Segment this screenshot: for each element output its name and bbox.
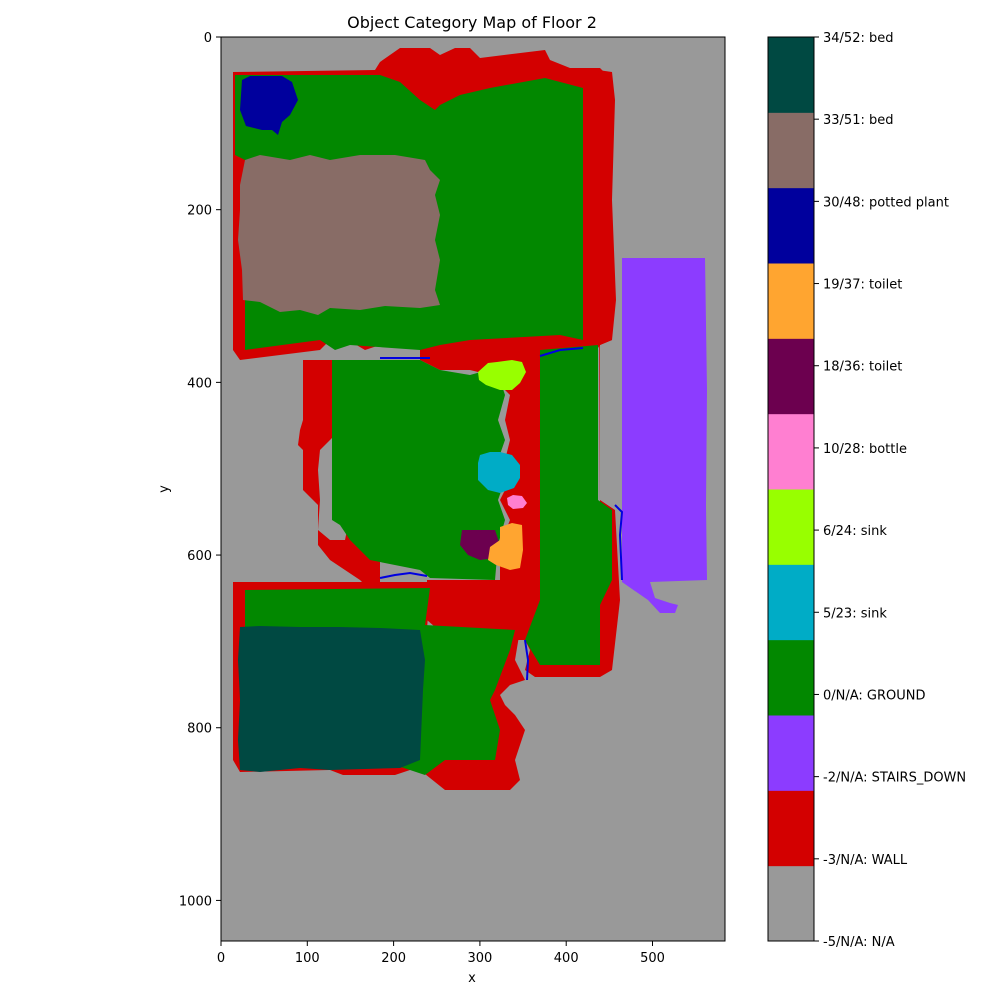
y-tick-label: 600 [187,549,212,564]
bottle-region [507,495,527,509]
object-regions [238,76,707,772]
y-axis: 0 200 400 600 800 1000 [179,31,221,909]
colorbar-label: -3/N/A: WALL [823,853,908,868]
x-tick-label: 0 [217,951,225,966]
ground-region-hall [525,345,612,665]
x-tick-label: 200 [381,951,406,966]
colorbar-swatch [768,338,814,415]
colorbar: -5/N/A: N/A -3/N/A: WALL -2/N/A: STAIRS_DO… [767,31,966,950]
y-tick-label: 200 [187,204,212,219]
door-trace-mid [379,571,428,579]
colorbar-label: -5/N/A: N/A [823,935,895,950]
door-traces [379,347,624,681]
y-tick-label: 1000 [179,894,212,909]
colorbar-swatch [768,790,814,867]
colorbar-label: 10/28: bottle [823,442,907,457]
colorbar-label: 30/48: potted plant [823,195,949,210]
plot-area [220,36,726,942]
door-trace-top [380,347,584,359]
bed-51-region [238,155,440,315]
x-axis-label: x [468,971,476,986]
wall-region-right-column [525,70,620,677]
colorbar-frame [767,36,815,942]
y-tick-label: 0 [204,31,212,46]
colorbar-label: 0/N/A: GROUND [823,688,926,703]
colorbar-swatch [768,413,814,490]
colorbar-label: 5/23: sink [823,606,887,621]
chart-title: Object Category Map of Floor 2 [347,13,597,32]
x-tick-label: 100 [295,951,320,966]
colorbar-label: -2/N/A: STAIRS_DOWN [823,771,966,786]
colorbar-label: 34/52: bed [823,31,893,46]
ground-region-middle [332,360,505,580]
y-tick-label: 400 [187,376,212,391]
colorbar-label: 6/24: sink [823,524,887,539]
colorbar-swatch [768,564,814,641]
plot-frame [220,36,726,942]
y-tick-label: 800 [187,722,212,737]
colorbar-swatch [768,715,814,791]
sink-23-region [478,452,520,493]
colorbar-swatch [768,112,814,189]
potted-plant-region [240,76,298,135]
toilet-37-region [488,523,523,570]
colorbar-label: 18/36: toilet [823,360,902,375]
door-trace-low [524,639,530,681]
colorbar-swatch [768,187,814,264]
x-axis: 0 100 200 300 400 500 [217,941,665,966]
colorbar-swatch [768,865,814,942]
stairs-down-region [622,258,707,613]
colorbar-label: 33/51: bed [823,113,893,128]
sink-24-region [478,360,526,390]
colorbar-swatch [768,37,814,113]
colorbar-swatch [768,639,814,716]
x-tick-label: 400 [554,951,579,966]
bed-52-region [238,626,425,772]
colorbar-label: 19/37: toilet [823,278,902,293]
colorbar-swatch [768,263,814,339]
x-tick-label: 500 [640,951,665,966]
door-trace-right [614,504,624,581]
x-tick-label: 300 [467,951,492,966]
colorbar-swatch [768,489,814,565]
y-axis-label: y [157,485,172,493]
